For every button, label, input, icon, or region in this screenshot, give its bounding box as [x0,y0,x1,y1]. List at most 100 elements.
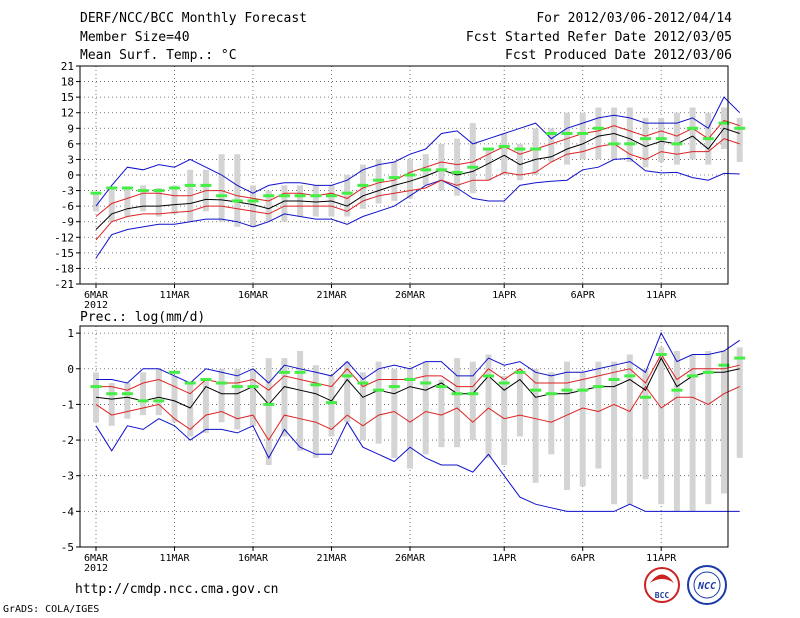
temp-spread-box [108,187,115,222]
prec-y-tick-label: -3 [61,470,74,483]
prec-spread-box [108,383,115,426]
prec-spread-box [265,358,272,466]
prec-spread-box [375,361,382,444]
bcc-logo-text: BCC [655,591,670,600]
prec-observed-marker [388,385,400,389]
prec-observed-marker [247,385,259,389]
temp-observed-marker [200,183,212,187]
prec-x-tick-label: 26MAR [395,553,426,564]
temp-observed-marker [231,199,243,203]
prec-spread-box [359,372,366,441]
temp-observed-marker [734,126,746,130]
prec-observed-marker [121,392,133,396]
temp-q_low-line [95,138,740,241]
prec-observed-marker [326,401,337,405]
temp-observed-marker [640,137,651,141]
prec-spread-box [281,358,288,437]
prec-spread-box [250,368,256,426]
temp-spread-box [485,149,492,181]
temp-observed-marker [451,170,463,174]
temp-spread-box [501,133,508,175]
temp-spread-box [516,143,523,181]
prec-observed-marker [530,388,542,392]
temp-observed-marker [687,126,699,130]
temp-spread-box [93,193,99,212]
temp-spread-box [391,162,398,201]
prec-spread-box [234,368,241,430]
temp-x-tick-label: 11APR [646,290,677,301]
prec-year-label: 2012 [84,563,108,574]
prec-observed-marker [687,374,699,378]
temp-q_high-line [95,119,740,217]
temp-spread-box [344,175,351,217]
temp-y-tick-label: 6 [67,138,74,151]
prec-observed-marker [216,381,228,385]
prec-spread-box [344,361,351,423]
temp-observed-marker [357,183,369,187]
temp-variable-label: Mean Surf. Temp.: °C [80,48,237,63]
temp-spread-box [218,154,225,222]
prec-observed-marker [608,377,620,381]
prec-q_low-line [95,385,740,442]
prec-median-line [95,357,740,409]
prec-observed-marker [577,388,589,392]
temp-observed-marker [467,165,479,169]
temp-spread-box [673,112,680,165]
prec-spread-box [187,383,194,437]
temp-observed-marker [263,194,275,198]
temp-observed-marker [373,178,385,182]
prec-observed-marker [545,392,557,396]
prec-y-tick-label: -4 [61,505,75,518]
prec-observed-marker [184,381,196,385]
prec-spread-box [140,372,147,416]
temp-observed-marker [247,199,259,203]
temp-observed-marker [498,144,510,148]
prec-observed-marker [702,370,714,374]
prec-y-tick-label: -1 [61,398,74,411]
temp-x-tick-label: 11MAR [159,290,190,301]
prec-max-line [95,418,740,512]
temp-y-tick-label: -18 [54,262,74,275]
temp-spread-box [689,107,696,160]
prec-spread-box [689,354,696,512]
prec-observed-marker [467,392,479,396]
website-url[interactable]: http://cmdp.ncc.cma.gov.cn [75,582,279,597]
prec-x-tick-label: 11MAR [159,553,190,564]
bcc-logo [644,567,680,603]
temp-spread-box [548,128,555,163]
temp-y-tick-label: 12 [61,107,74,120]
temp-spread-box [250,185,256,227]
temp-x-tick-label: 16MAR [238,290,269,301]
ncc-logo-text: NCC [697,581,716,592]
grads-credit: GrADS: COLA/IGES [3,604,100,615]
prec-observed-marker [294,370,306,374]
temp-max-line [95,157,740,259]
temp-x-tick-label: 6MAR [84,290,109,301]
prec-observed-marker [263,402,275,406]
temp-observed-marker [655,137,667,141]
prec-observed-marker [592,385,604,389]
ncc-logo-ring [693,571,721,599]
temp-spread-box [155,187,162,217]
temp-observed-marker [483,147,494,151]
temp-y-tick-label: 9 [67,122,74,135]
prec-observed-marker [561,388,573,392]
prec-observed-marker [498,381,510,385]
logos: BCC NCC [644,565,727,605]
prec-observed-marker [420,381,432,385]
temp-observed-marker [310,194,322,198]
chart-title: DERF/NCC/BCC Monthly Forecast [80,11,307,26]
temp-observed-marker [702,137,714,141]
prec-spread-box [532,368,539,483]
prec-frame [79,325,729,548]
prec-observed-marker [278,370,290,374]
prec-observed-marker [373,388,385,392]
temp-observed-marker [294,194,306,198]
prec-y-tick-label: -5 [61,541,74,554]
temp-y-tick-label: 21 [61,60,74,73]
prec-spread-box [297,350,304,451]
temp-spread-box [595,107,602,160]
temp-panel: -21 -18 -15 -12 -9 -6 -3 0 3 6 9 12 15 18 21 6MAR 11MAR 1… [54,60,746,311]
temp-x-tick-label: 26MAR [395,290,426,301]
